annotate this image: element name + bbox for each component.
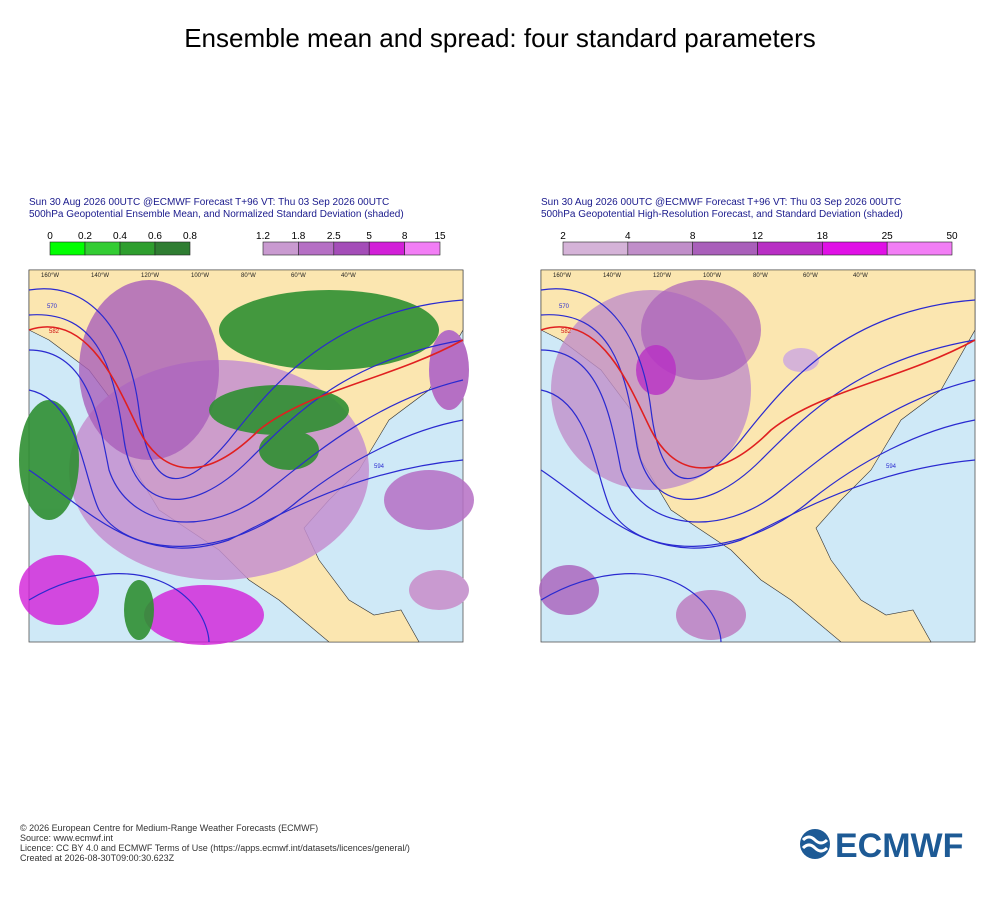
contour-label: 582 xyxy=(561,329,572,335)
legend-box xyxy=(562,241,629,256)
legend-box xyxy=(298,241,335,256)
legend-box xyxy=(49,241,86,256)
page-title: Ensemble mean and spread: four standard … xyxy=(184,23,816,53)
footer-line: Licence: CC BY 4.0 and ECMWF Terms of Us… xyxy=(20,843,410,853)
legend-box xyxy=(692,241,758,256)
longitude-label: 140°W xyxy=(91,273,109,279)
contour-label: 570 xyxy=(559,304,570,310)
legend-box xyxy=(262,241,299,256)
longitude-label: 80°W xyxy=(241,273,256,279)
legend-tick: 18 xyxy=(817,231,829,242)
longitude-label: 160°W xyxy=(553,273,571,279)
map-panel: 160°W 140°W 120°W 100°W 80°W 60°W 40°W 570 582 59… xyxy=(19,269,474,645)
legend-box xyxy=(333,241,370,256)
legend-tick: 2 xyxy=(560,231,566,242)
longitude-label: 120°W xyxy=(653,273,671,279)
logo: ECMWF xyxy=(800,827,963,865)
footer-line: Created at 2026-08-30T09:00:30.623Z xyxy=(20,853,175,863)
panel-header: Sun 30 Aug 2026 00UTC @ECMWF Forecast T+… xyxy=(541,197,901,208)
legend-tick: 0 xyxy=(47,231,53,242)
longitude-label: 60°W xyxy=(291,273,306,279)
legend-box xyxy=(822,241,888,256)
legend-box xyxy=(368,241,405,256)
legend-tick: 1.8 xyxy=(291,231,305,242)
legend-tick: 8 xyxy=(402,231,408,242)
spread-shading xyxy=(539,280,819,640)
legend-tick: 15 xyxy=(434,231,446,242)
legend-tick: 2.5 xyxy=(327,231,341,242)
panel-header: 500hPa Geopotential Ensemble Mean, and N… xyxy=(29,209,404,220)
footer-line: © 2026 European Centre for Medium-Range … xyxy=(20,823,318,833)
longitude-label: 100°W xyxy=(703,273,721,279)
panel-header: Sun 30 Aug 2026 00UTC @ECMWF Forecast T+… xyxy=(29,197,389,208)
longitude-label: 80°W xyxy=(753,273,768,279)
legend-tick: 12 xyxy=(752,231,764,242)
legend-tick: 4 xyxy=(625,231,631,242)
low-spread-shading xyxy=(19,290,439,640)
legend-tick: 8 xyxy=(690,231,696,242)
longitude-label: 140°W xyxy=(603,273,621,279)
longitude-label: 60°W xyxy=(803,273,818,279)
longitude-label: 120°W xyxy=(141,273,159,279)
legend-box xyxy=(119,241,156,256)
legend-tick: 0.6 xyxy=(148,231,162,242)
longitude-label: 160°W xyxy=(41,273,59,279)
legend-box xyxy=(886,241,953,256)
legend-tick: 0.4 xyxy=(113,231,127,242)
legend-tick: 0.8 xyxy=(183,231,197,242)
legend-box xyxy=(757,241,823,256)
legend-tick: 0.2 xyxy=(78,231,92,242)
logo-text: ECMWF xyxy=(835,827,963,865)
footer: © 2026 European Centre for Medium-Range … xyxy=(20,823,410,863)
legend-tick: 25 xyxy=(882,231,894,242)
legend-box xyxy=(627,241,693,256)
longitude-label: 100°W xyxy=(191,273,209,279)
legend-box xyxy=(84,241,121,256)
panel-header: 500hPa Geopotential High-Resolution Fore… xyxy=(541,209,903,220)
footer-line: Source: www.ecmwf.int xyxy=(20,833,114,843)
contour-label: 582 xyxy=(49,329,60,335)
longitude-label: 40°W xyxy=(853,273,868,279)
legend-tick: 1.2 xyxy=(256,231,270,242)
legend-box xyxy=(404,241,441,256)
longitude-label: 40°W xyxy=(341,273,356,279)
legend-tick: 50 xyxy=(946,231,958,242)
legend-tick: 5 xyxy=(366,231,372,242)
map-panel: 160°W 140°W 120°W 100°W 80°W 60°W 40°W 570 582 59… xyxy=(539,269,976,643)
contour-label: 570 xyxy=(47,304,58,310)
legend-box xyxy=(154,241,191,256)
contour-label: 594 xyxy=(886,464,897,470)
contour-label: 594 xyxy=(374,464,385,470)
